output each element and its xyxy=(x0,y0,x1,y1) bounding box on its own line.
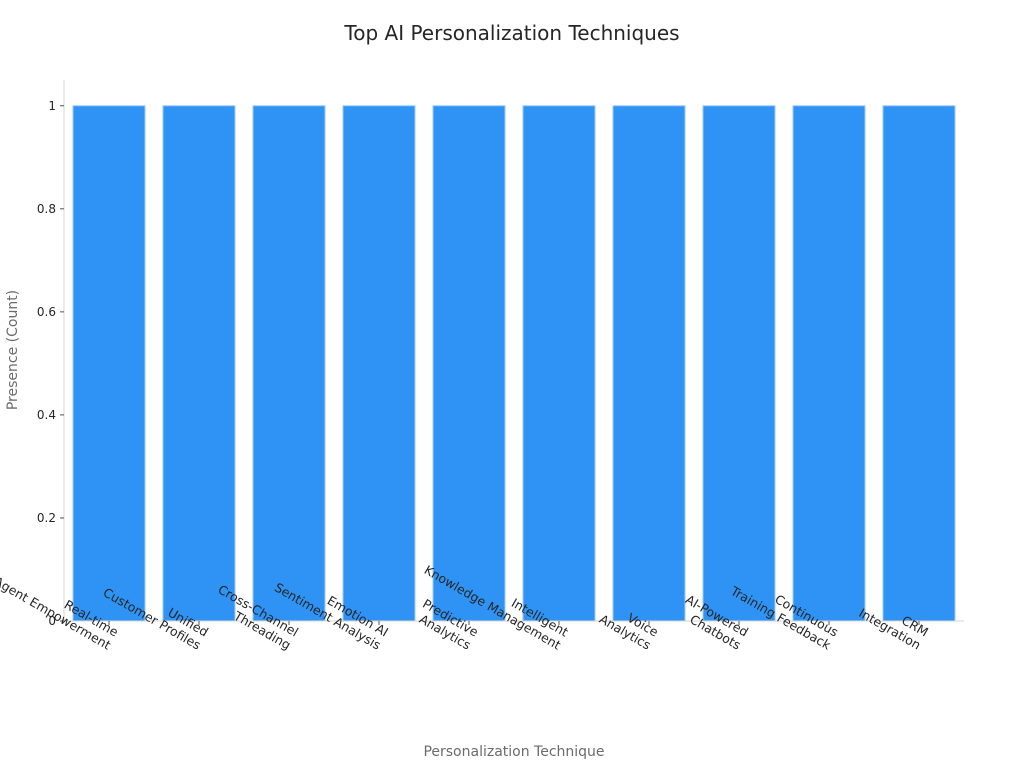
bar xyxy=(882,105,956,622)
bars-group xyxy=(72,105,956,622)
x-axis-label: Personalization Technique xyxy=(423,744,604,760)
bar xyxy=(522,105,596,622)
bar xyxy=(702,105,776,622)
bar xyxy=(612,105,686,622)
y-tick-label: 0.2 xyxy=(37,511,56,525)
y-tick-label: 0 xyxy=(48,614,56,628)
y-tick-label: 0.6 xyxy=(37,305,56,319)
bar xyxy=(792,105,866,622)
bar xyxy=(432,105,506,622)
bar xyxy=(72,105,146,622)
y-tick-label: 0.4 xyxy=(37,408,56,422)
y-tick-label: 1 xyxy=(48,99,56,113)
chart-title: Top AI Personalization Techniques xyxy=(343,21,679,45)
y-axis-label: Presence (Count) xyxy=(5,290,21,410)
bar xyxy=(342,105,416,622)
y-tick-label: 0.8 xyxy=(37,202,56,216)
bar xyxy=(252,105,326,622)
bar xyxy=(162,105,236,622)
y-axis-ticks: 0 0.2 0.4 0.6 0.8 1 xyxy=(37,99,64,628)
